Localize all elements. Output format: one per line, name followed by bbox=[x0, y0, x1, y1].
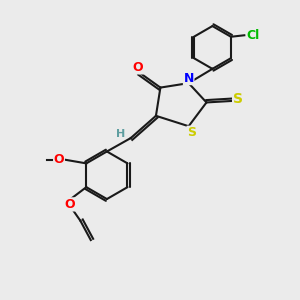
Text: Cl: Cl bbox=[247, 29, 260, 42]
Text: O: O bbox=[133, 61, 143, 74]
Text: H: H bbox=[116, 129, 125, 139]
Text: S: S bbox=[187, 126, 196, 139]
Text: O: O bbox=[54, 153, 64, 166]
Text: N: N bbox=[184, 72, 194, 85]
Text: O: O bbox=[65, 198, 75, 211]
Text: S: S bbox=[233, 92, 243, 106]
